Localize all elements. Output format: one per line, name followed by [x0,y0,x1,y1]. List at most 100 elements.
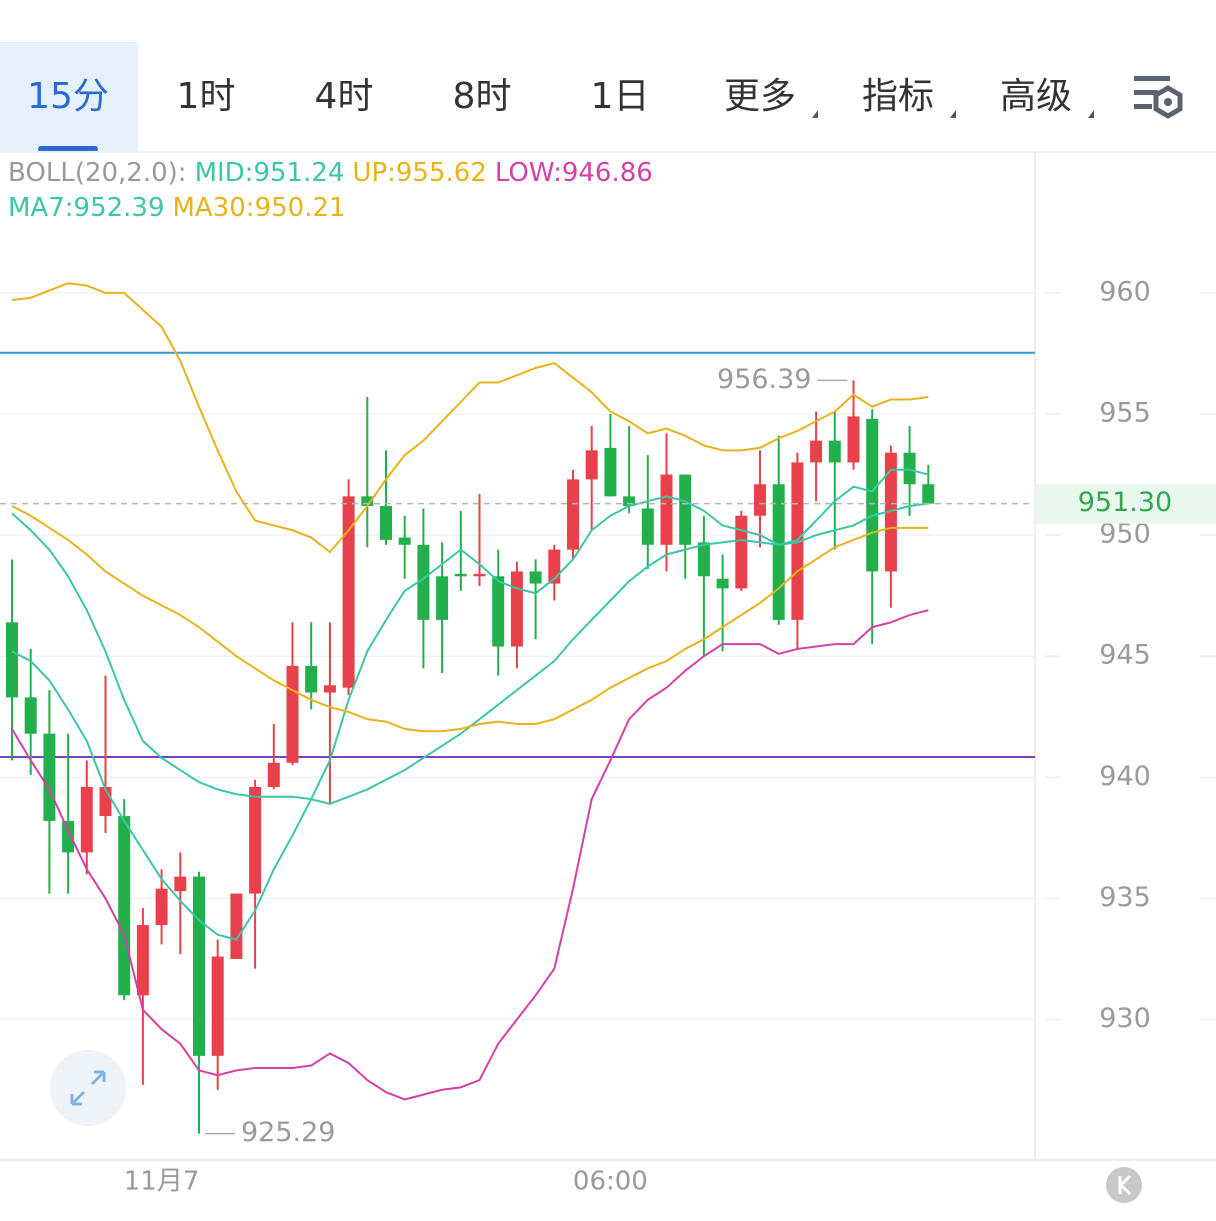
latest-icon [1118,1174,1132,1196]
icon-bar [1134,76,1170,81]
legend-item: MID:951.24 [195,158,345,188]
indicator-legend: BOLL(20,2.0): MID:951.24 UP:955.62 LOW:946.… [8,158,653,188]
candle-body [342,496,355,688]
tab[interactable]: 4时 [315,76,374,117]
candle-body [136,925,149,996]
candle-body [193,876,205,1056]
indicator-line [11,505,929,733]
active-tab-bg [0,42,138,152]
indicator-line [11,609,929,1101]
candle-body [828,440,841,463]
tab[interactable]: 高级 [1000,76,1072,117]
settings-icon[interactable] [1134,76,1183,119]
candle-body [604,447,617,497]
candle-body [473,573,486,577]
dropdown-caret [812,110,818,118]
scroll-latest-button[interactable] [1106,1167,1142,1203]
candle-body [380,506,392,540]
dropdown-caret [950,110,956,118]
legend-item: MA30:950.21 [173,193,346,223]
y-tick-label: 940 [1099,761,1151,792]
candle-body [398,537,411,545]
candle-body [323,685,336,693]
candle-body [660,474,673,545]
candle-body [62,820,75,853]
candle-body [174,876,187,892]
candle-body [230,893,243,959]
last-price-box [1036,483,1216,524]
tab[interactable]: 1时 [177,76,236,117]
candle-body [585,450,598,480]
candle-body [211,956,224,1056]
x-tick-label: 11月7 [124,1167,200,1197]
candle-body [454,573,467,577]
tab[interactable]: 更多 [724,76,796,117]
dropdown-caret [1088,110,1094,118]
candle-body [80,787,93,853]
icon-dot [1164,98,1172,106]
candle-body [24,697,37,734]
x-tick-label: 06:00 [573,1167,648,1197]
button-bg [50,1050,126,1126]
candle-body [417,544,430,620]
legend-item: UP:955.62 [352,158,486,188]
candle-body [772,484,785,620]
y-tick-label: 955 [1099,398,1151,429]
candle-body [249,787,262,894]
high-marker-label: 956.39 [717,364,811,395]
candle-body [436,576,449,620]
candle-body [155,888,168,926]
candle-body [735,515,748,589]
indicator-line [11,282,929,554]
candle-body [510,571,523,647]
plot-area: 930 935 940 945 950 955 960 BOLL(20,2.0): MID:95… [0,158,1216,1197]
fullscreen-button[interactable] [50,1050,126,1126]
y-tick-label: 945 [1099,640,1151,671]
candle-body [697,542,710,577]
candle-body [903,452,916,485]
legend-item: LOW:946.86 [495,158,653,188]
active-tab-indicator [38,146,98,152]
candle-body [716,578,729,589]
indicator-line [11,468,929,941]
candle-body [361,496,374,507]
candle-body [567,479,579,550]
candle-body [305,665,318,693]
candle-body [866,418,879,572]
last-price-label: 951.30 [1078,487,1172,518]
candle-body [286,665,299,763]
candle-body [679,474,692,545]
candle-body [267,762,280,788]
tab[interactable]: 1日 [591,76,650,117]
tab[interactable]: 8时 [453,76,512,117]
icon-bar [1134,90,1158,95]
candle-body [641,508,654,545]
candle-body [43,733,56,821]
y-tick-label: 960 [1099,276,1151,307]
y-tick-label: 950 [1099,519,1151,550]
candle-body [118,816,131,996]
candle-body [754,484,766,516]
candle-body [529,571,542,584]
candle-body [791,462,804,620]
tab[interactable]: 15分 [27,76,109,117]
y-tick-label: 930 [1099,1003,1151,1034]
legend-prefix: BOLL(20,2.0): [8,158,187,188]
candle-body [922,484,935,504]
timeframe-tabs: 15分 1时 4时 8时 1日 更多 指标 高级 [0,42,1094,152]
y-tick-label: 935 [1099,882,1151,913]
tab[interactable]: 指标 [862,76,934,117]
low-marker-label: 925.29 [241,1117,335,1148]
candle-body [6,622,18,698]
candle-body [623,496,636,507]
button-bg [1106,1167,1142,1203]
icon-bar [1134,104,1152,109]
expand-icon [70,1070,106,1106]
icon-hex [1153,85,1183,119]
indicator-legend: MA7:952.39 MA30:950.21 [8,193,346,223]
candle-body [884,452,897,572]
candle-body [810,440,823,463]
candle-body [847,416,860,463]
candle-body [492,576,505,647]
